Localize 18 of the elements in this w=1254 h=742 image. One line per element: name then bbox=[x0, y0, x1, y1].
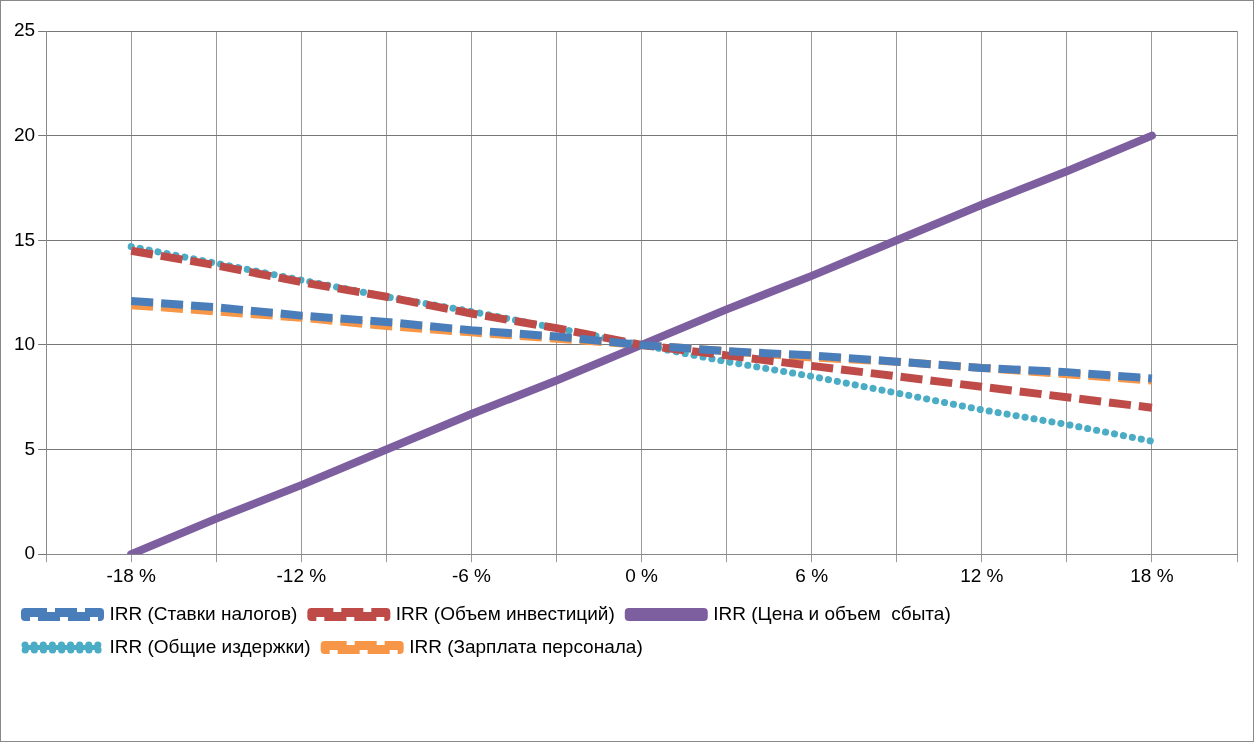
y-tick-label: 0 bbox=[24, 542, 36, 564]
x-tick-label: -18 % bbox=[106, 564, 157, 586]
x-tick-label: 6 % bbox=[795, 564, 829, 586]
legend-label: IRR (Объем инвестиций) bbox=[395, 602, 615, 624]
y-tick-label: 5 bbox=[24, 437, 36, 459]
x-tick-label: 0 % bbox=[625, 564, 659, 586]
legend-label: IRR (Общие издержки) bbox=[109, 635, 311, 657]
legend-label: IRR (Зарплата персонала) bbox=[409, 635, 643, 657]
x-tick-label: -6 % bbox=[451, 564, 492, 586]
y-tick-label: 25 bbox=[13, 19, 36, 41]
x-tick-label: -12 % bbox=[276, 564, 327, 586]
y-tick-label: 20 bbox=[13, 123, 36, 145]
x-tick-label: 18 % bbox=[1130, 564, 1174, 586]
x-tick-label: 12 % bbox=[960, 564, 1004, 586]
y-tick-label: 10 bbox=[13, 333, 36, 355]
y-tick-label: 15 bbox=[13, 228, 36, 250]
legend-label: IRR (Ставки налогов) bbox=[109, 602, 298, 624]
legend-label: IRR (Цена и объем сбыта) bbox=[713, 602, 951, 624]
